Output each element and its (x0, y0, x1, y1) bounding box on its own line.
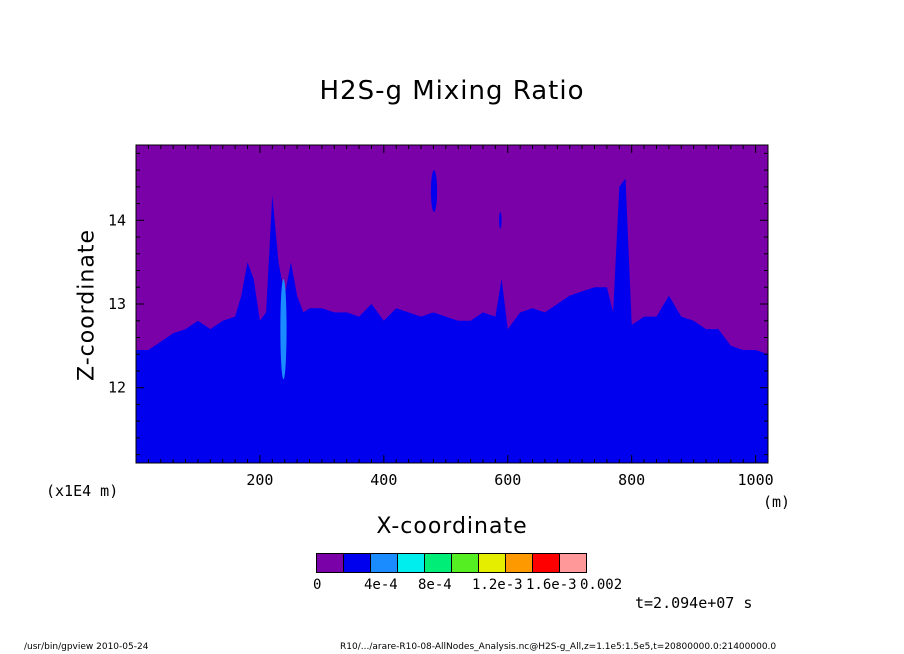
x-axis-unit: (m) (763, 493, 791, 511)
colorbar-swatch-1 (343, 553, 371, 573)
y-tick-label: 13 (108, 295, 126, 313)
x-axis-label: X-coordinate (376, 514, 528, 539)
colorbar-swatch-8 (532, 553, 560, 573)
colorbar-swatch-6 (478, 553, 506, 573)
x-tick-label: 200 (246, 471, 273, 489)
contour-feature-0 (430, 170, 438, 212)
x-tick-label: 400 (370, 471, 397, 489)
y-axis-label: Z-coordinate (74, 229, 100, 381)
colorbar-swatch-0 (316, 553, 344, 573)
time-stamp: t=2.094e+07 s (635, 594, 753, 612)
lower-region-fill (136, 178, 768, 463)
colorbar-label-5: 0.002 (580, 577, 623, 593)
colorbar-swatch-2 (370, 553, 398, 573)
colorbar-label-1: 4e-4 (364, 577, 398, 593)
chart-title: H2S-g Mixing Ratio (319, 76, 585, 106)
y-axis-unit: (x1E4 m) (46, 482, 119, 500)
x-tick-label: 600 (494, 471, 521, 489)
colorbar (316, 553, 587, 573)
colorbar-label-3: 1.2e-3 (472, 577, 523, 593)
x-tick-label: 1000 (738, 471, 774, 489)
colorbar-swatch-9 (559, 553, 587, 573)
y-tick-label: 14 (108, 211, 126, 229)
colorbar-label-4: 1.6e-3 (526, 577, 577, 593)
footer-left-text: /usr/bin/gpview 2010-05-24 (24, 642, 149, 652)
colorbar-swatch-3 (397, 553, 425, 573)
y-tick-label: 12 (108, 379, 126, 397)
contour-feature-2 (280, 278, 287, 380)
colorbar-label-2: 8e-4 (418, 577, 452, 593)
colorbar-swatch-5 (451, 553, 479, 573)
footer-right-text: R10/.../arare-R10-08-AllNodes_Analysis.n… (340, 642, 777, 652)
contour-feature-1 (499, 211, 502, 229)
colorbar-swatch-4 (424, 553, 452, 573)
colorbar-label-0: 0 (313, 577, 322, 593)
x-tick-label: 800 (618, 471, 645, 489)
colorbar-swatch-7 (505, 553, 533, 573)
